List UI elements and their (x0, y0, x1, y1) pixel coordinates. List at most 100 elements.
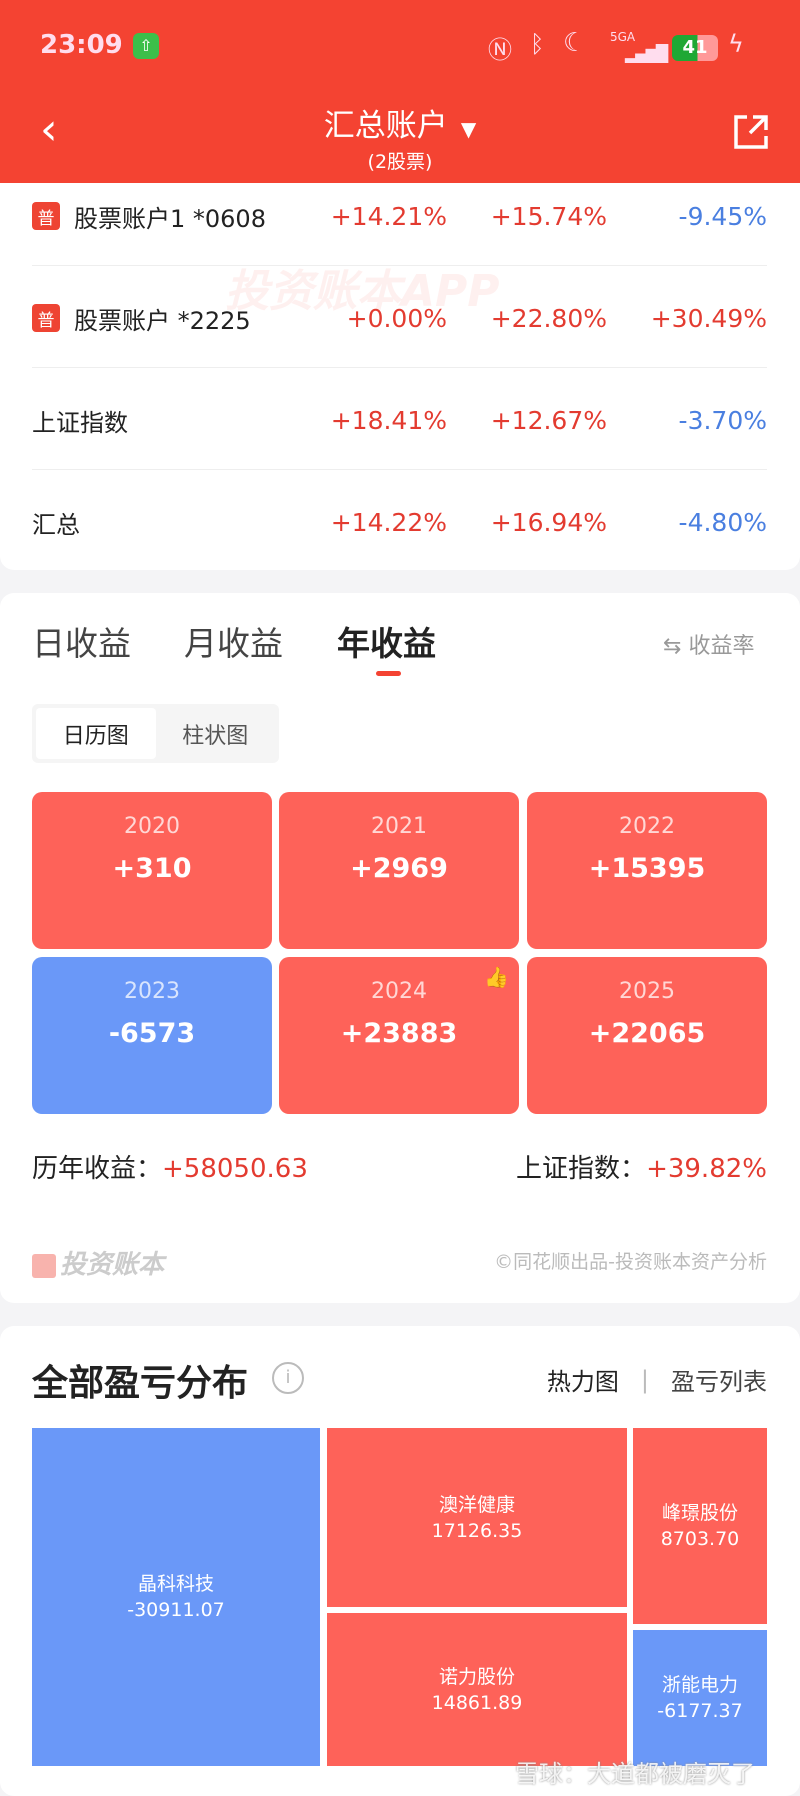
battery-icon: 41 (672, 35, 718, 61)
account-selector[interactable]: 汇总账户 ▼ (2股票) (0, 100, 800, 174)
treemap-tile[interactable]: 诺力股份 14861.89 (327, 1613, 627, 1766)
return-value: +30.49% (650, 303, 767, 333)
charging-icon: ϟ (728, 30, 744, 58)
stock-name: 诺力股份 (438, 1665, 515, 1688)
back-icon[interactable]: ‹ (40, 104, 58, 155)
share-icon[interactable] (733, 114, 769, 150)
account-row[interactable]: 汇总 +14.22% +16.94% -4.80% (32, 471, 767, 573)
header-subtitle: (2股票) (367, 151, 433, 173)
year-label: 2020 (124, 814, 180, 839)
treemap-tile[interactable]: 峰璟股份 8703.70 (633, 1428, 767, 1624)
return-value: +22.80% (490, 303, 607, 333)
return-value: +16.94% (490, 507, 607, 537)
heatmap-tab[interactable]: 热力图 (546, 1368, 619, 1396)
active-tab-indicator (376, 671, 401, 676)
watermark: 投资账本APP (225, 266, 500, 317)
stock-pnl: 17126.35 (431, 1519, 523, 1542)
account-type-badge: 普 (32, 304, 60, 332)
year-cell[interactable]: 2021 +2969 (279, 792, 519, 949)
upload-icon: ⇧ (133, 33, 159, 59)
index-value: +39.82% (646, 1154, 767, 1184)
stock-name: 澳洋健康 (438, 1493, 515, 1516)
account-type-badge: 普 (32, 202, 60, 230)
return-value: +12.67% (490, 405, 607, 435)
yield-rate-label: 收益率 (688, 634, 755, 659)
stock-pnl: -30911.07 (127, 1599, 225, 1621)
year-value: +310 (112, 853, 192, 884)
year-label: 2024 (371, 979, 427, 1004)
info-icon[interactable]: i (272, 1362, 304, 1394)
network-label: 5GA (610, 30, 636, 44)
separator: | (640, 1365, 649, 1394)
tab-returns-2[interactable]: 年收益 (337, 624, 436, 663)
return-value: +18.41% (330, 405, 447, 435)
year-label: 2021 (371, 814, 427, 839)
yield-rate-toggle[interactable]: ⇆ 收益率 (663, 628, 754, 660)
year-cell[interactable]: 2022 +15395 (527, 792, 767, 949)
treemap-tile[interactable]: 浙能电力 -6177.37 (633, 1630, 767, 1766)
stock-pnl: -6177.37 (657, 1700, 743, 1722)
stock-name: 浙能电力 (661, 1674, 738, 1696)
signal-icon: ▂▄▆█ (625, 44, 668, 63)
swap-icon: ⇆ (663, 634, 689, 659)
accounts-card: 投资账本APP 普股票账户1 *0608 +14.21% +15.74% -9.45%… (0, 183, 800, 570)
xueqiu-watermark: 雪球：大道都被磨灭了 (515, 1760, 755, 1788)
year-cell[interactable]: 👍 2024 +23883 (279, 957, 519, 1114)
year-label: 2025 (619, 979, 675, 1004)
treemap-tile[interactable]: 澳洋健康 17126.35 (327, 1428, 627, 1607)
year-cell[interactable]: 2023 -6573 (32, 957, 272, 1114)
year-label: 2023 (124, 979, 180, 1004)
return-value: -4.80% (678, 507, 767, 537)
account-row[interactable]: 普股票账户 *2225 +0.00% +22.80% +30.49% (32, 267, 767, 369)
tab-returns-1[interactable]: 月收益 (184, 624, 283, 663)
nfc-icon: Ⓝ (488, 36, 512, 64)
year-value: +15395 (588, 853, 706, 884)
return-value: +14.22% (330, 507, 447, 537)
account-row[interactable]: 上证指数 +18.41% +12.67% -3.70% (32, 369, 767, 471)
row-divider (32, 265, 767, 266)
total-label: 历年收益： (32, 1154, 163, 1184)
account-name: 上证指数 (32, 408, 128, 437)
account-name: 股票账户1 *0608 (74, 204, 266, 233)
year-value: +23883 (340, 1018, 458, 1049)
total-value: +58050.63 (162, 1154, 308, 1184)
return-value: +0.00% (346, 303, 447, 333)
status-time: 23:09 (40, 30, 123, 60)
index-label: 上证指数： (516, 1154, 647, 1184)
year-cell[interactable]: 2020 +310 (32, 792, 272, 949)
return-value: +15.74% (490, 201, 607, 231)
stock-pnl: 14861.89 (431, 1691, 523, 1714)
year-value: +2969 (350, 853, 448, 884)
tab-returns-0[interactable]: 日收益 (32, 624, 131, 663)
header-title: 汇总账户 (323, 108, 448, 144)
year-value: -6573 (108, 1018, 196, 1049)
view-mode-segmented: 日历图 柱状图 (32, 704, 279, 763)
dropdown-caret-icon: ▼ (460, 117, 477, 141)
index-returns: 上证指数：+39.82% (516, 1148, 767, 1185)
row-divider (32, 469, 767, 470)
return-value: -9.45% (678, 201, 767, 231)
account-name: 股票账户 *2225 (74, 306, 251, 335)
stock-name: 晶科科技 (137, 1573, 214, 1595)
row-divider (32, 367, 767, 368)
bluetooth-icon: ᛒ (530, 30, 545, 58)
credit-text: ©同花顺出品-投资账本资产分析 (494, 1251, 767, 1273)
year-cell[interactable]: 2025 +22065 (527, 957, 767, 1114)
moon-icon: ☾ (563, 28, 587, 58)
stock-name: 峰璟股份 (661, 1502, 738, 1524)
treemap-tile[interactable]: 晶科科技 -30911.07 (32, 1428, 320, 1766)
account-row[interactable]: 普股票账户1 *0608 +14.21% +15.74% -9.45% (32, 165, 767, 267)
year-label: 2022 (619, 814, 675, 839)
distribution-view-switch: 热力图 | 盈亏列表 (547, 1362, 767, 1397)
return-value: -3.70% (678, 405, 767, 435)
pnl-list-tab[interactable]: 盈亏列表 (671, 1368, 767, 1396)
return-value: +14.21% (330, 201, 447, 231)
view-calendar[interactable]: 日历图 (36, 708, 156, 759)
app-header: 23:09 ⇧ Ⓝ ᛒ ☾ 5GA ▂▄▆█ 41 ϟ ‹ 汇总账户 ▼ (2股… (0, 0, 800, 183)
stock-pnl: 8703.70 (660, 1528, 740, 1550)
brand-logo: 投资账本 (32, 1244, 164, 1281)
total-returns: 历年收益：+58050.63 (32, 1148, 308, 1185)
view-bar[interactable]: 柱状图 (182, 723, 249, 749)
distribution-title: 全部盈亏分布 (32, 1363, 249, 1404)
thumbs-up-icon: 👍 (484, 965, 509, 989)
